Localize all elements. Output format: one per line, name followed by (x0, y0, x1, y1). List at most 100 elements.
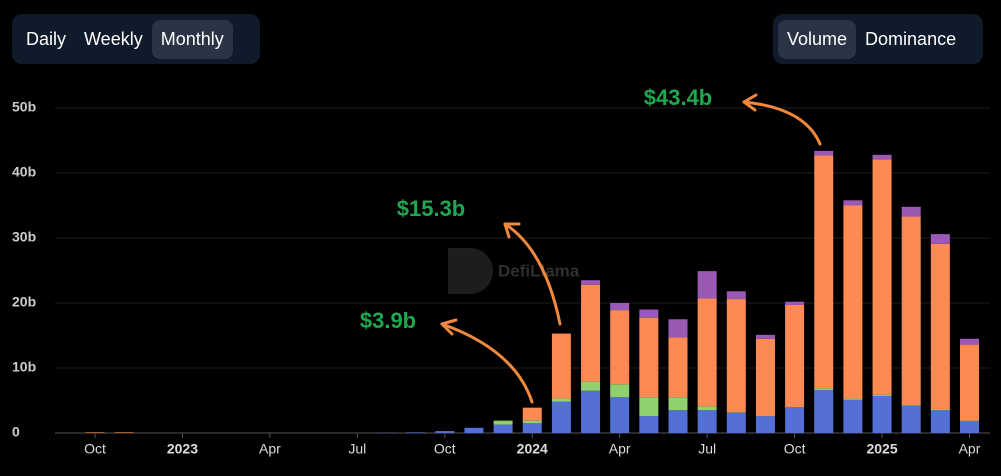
bar-segment (814, 150, 834, 156)
bar-segment (581, 390, 601, 433)
bar-segment (872, 395, 892, 433)
bar-segment (785, 407, 805, 433)
annotation: $15.3b (397, 196, 466, 221)
button[interactable]: Dominance (865, 28, 957, 49)
bar-segment (843, 399, 863, 433)
x-tick-label: Jul (348, 441, 366, 457)
bar-segment (697, 298, 717, 407)
annotation: $43.4b (644, 85, 713, 110)
bar-segment (522, 420, 542, 424)
bar-segment (697, 410, 717, 433)
bar-segment (930, 234, 950, 244)
bar-segment (872, 154, 892, 160)
plot: 0 10b 20b 30b 40b 50b Oct 2023 Apr Jul Oct 2024 Apr J… (12, 99, 990, 457)
button[interactable]: Weekly (84, 28, 143, 49)
bar-segment (610, 310, 630, 385)
bar-segment (610, 384, 630, 398)
bar-segment (843, 205, 863, 399)
bar-segment (901, 405, 921, 406)
y-tick-label: 30b (12, 229, 36, 245)
bar-segment (85, 432, 105, 433)
bar-segment (960, 421, 979, 433)
bar-segment (755, 338, 775, 417)
bar-segment (697, 406, 717, 411)
bar-segment (755, 416, 775, 433)
watermark-text: DefiLlama (498, 261, 580, 280)
bar-segment (785, 301, 805, 305)
bar-segment (930, 410, 950, 433)
bar-segment (960, 338, 979, 345)
range-toggle: Daily Weekly Monthly (12, 14, 260, 64)
bar-segment (581, 280, 601, 285)
bar-segment (814, 390, 834, 433)
x-tick-label: 2023 (167, 441, 198, 457)
x-tick-label: 2024 (517, 441, 548, 457)
bar-segment (901, 206, 921, 217)
bar-segment (639, 317, 659, 398)
bar-segment (668, 410, 688, 433)
bar-segment (610, 303, 630, 311)
bar-segment (435, 431, 455, 433)
bar-segment (901, 405, 921, 433)
arrow-head (440, 318, 458, 336)
x-tick-label: Apr (959, 441, 981, 457)
watermark: DefiLlama (448, 248, 580, 294)
x-tick-label: Oct (784, 441, 806, 457)
button[interactable]: Daily (26, 28, 67, 49)
bar-segment (551, 398, 571, 402)
bar-segment (522, 407, 542, 421)
bar-segment (960, 344, 979, 421)
bar-segment (930, 243, 950, 409)
bar-segment (901, 216, 921, 406)
arrow-head (503, 222, 521, 239)
bar-segment (114, 432, 134, 433)
x-tick-label: Oct (434, 441, 456, 457)
x-tick-label: Apr (609, 441, 631, 457)
bar-segment (668, 397, 688, 411)
x-tick-label: Jul (698, 441, 716, 457)
arrow (742, 100, 822, 146)
y-tick-label: 50b (12, 99, 36, 115)
y-tick-label: 20b (12, 294, 36, 310)
bar-segment (872, 394, 892, 396)
x-tick-label: 2025 (866, 441, 897, 457)
bar-segment (522, 423, 542, 433)
arrow (503, 222, 562, 326)
y-tick-label: 10b (12, 359, 36, 375)
bar-segment (843, 398, 863, 400)
bar-segment (551, 401, 571, 433)
bar-segment (726, 299, 746, 413)
bar-segment (814, 388, 834, 391)
bar-segment (872, 159, 892, 395)
bar-segment (639, 397, 659, 417)
arrow-head (742, 93, 758, 112)
arrow (440, 322, 534, 404)
button[interactable]: Monthly (151, 19, 233, 59)
bar-segment (814, 155, 834, 389)
metric-toggle: Volume Dominance (773, 14, 983, 64)
bar-segment (581, 381, 601, 391)
bar-segment (726, 412, 746, 433)
bar-segment (493, 424, 513, 433)
bar-segment (785, 304, 805, 407)
bar-segment (406, 432, 426, 433)
x-tick-label: Apr (259, 441, 281, 457)
bar-segment (464, 427, 484, 433)
x-tick-label: Oct (84, 441, 106, 457)
bar-segment (668, 337, 688, 398)
bar-segment (843, 200, 863, 206)
bar-segment (610, 397, 630, 433)
bar-segment (960, 420, 979, 422)
bar-segment (551, 333, 571, 399)
y-tick-label: 0 (12, 424, 20, 440)
bar-segment (726, 412, 746, 413)
bar-segment (493, 420, 513, 425)
arrows (440, 93, 822, 404)
bar-segment (639, 416, 659, 433)
bar-segment (639, 309, 659, 318)
y-tick-label: 40b (12, 164, 36, 180)
bar-segment (930, 408, 950, 411)
button[interactable]: Volume (778, 19, 857, 59)
